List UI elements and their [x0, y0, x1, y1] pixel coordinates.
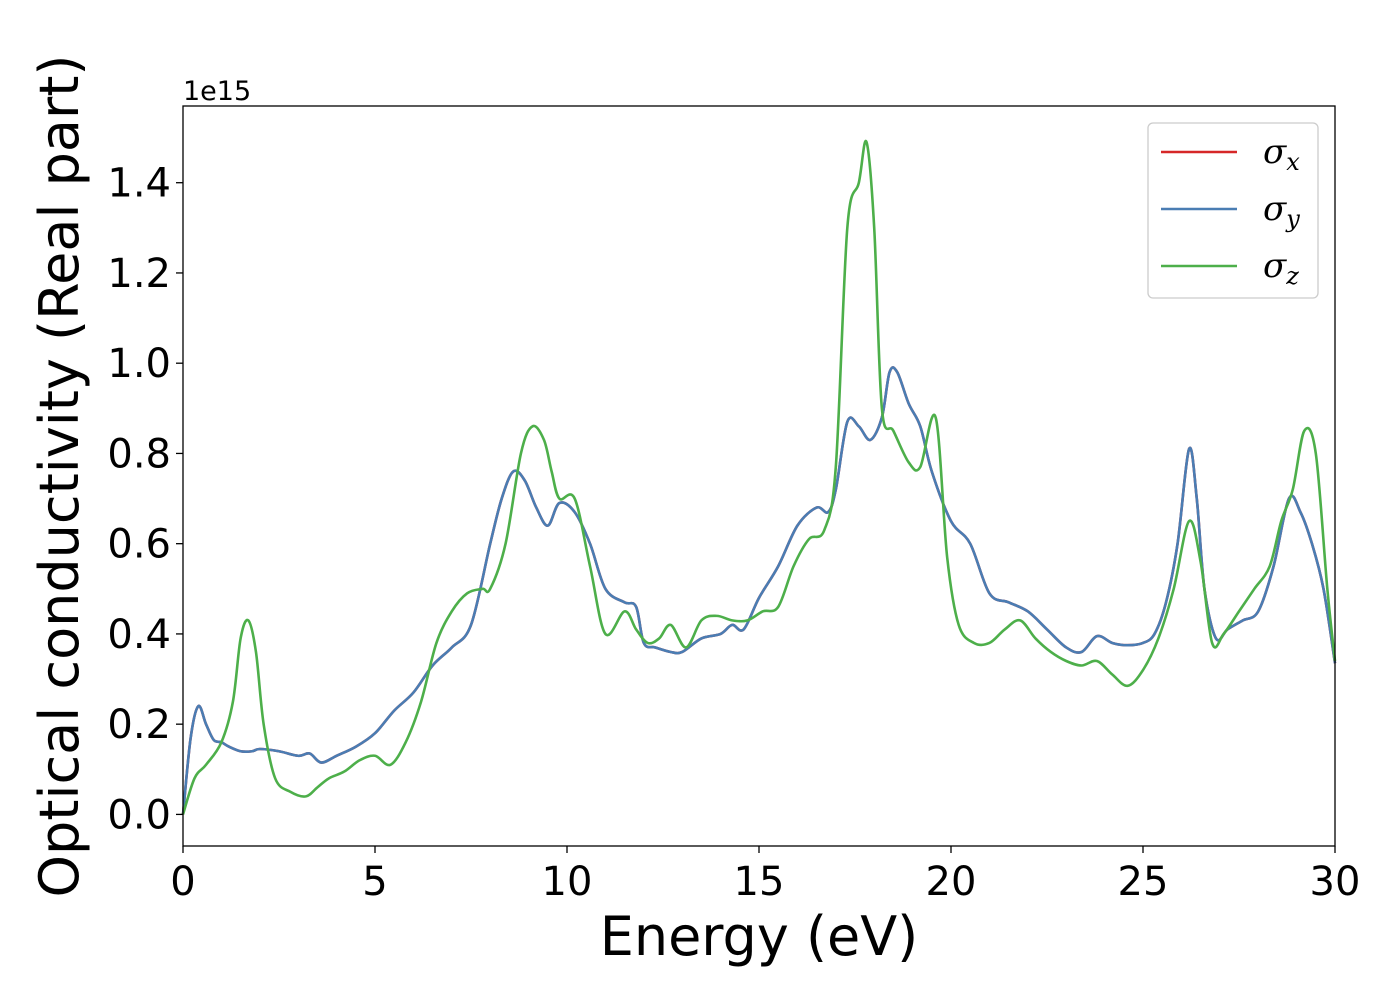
legend-label-y: σy [1263, 189, 1300, 233]
y-axis-title: Optical conductivity (Real part) [28, 55, 91, 898]
x-tick-label: 30 [1310, 859, 1361, 905]
y-tick-label: 0.2 [107, 702, 171, 748]
legend-label-x: σx [1263, 132, 1300, 176]
y-tick-label: 0.0 [107, 792, 171, 838]
y-axis-ticks: 0.0 0.2 0.4 0.6 0.8 1.0 1.2 1.4 [107, 161, 183, 838]
legend-items: σx σy σz [1161, 132, 1300, 290]
x-axis-ticks: 0 5 10 15 20 25 30 [170, 846, 1360, 905]
y-tick-label: 1.4 [107, 161, 171, 207]
x-tick-label: 15 [734, 859, 785, 905]
x-tick-label: 5 [362, 859, 387, 905]
y-tick-label: 1.0 [107, 341, 171, 387]
x-tick-label: 10 [542, 859, 593, 905]
series-line-y [181, 366, 1337, 815]
legend-label-z: σz [1263, 246, 1299, 290]
legend: σx σy σz [1147, 122, 1319, 299]
x-tick-label: 0 [170, 859, 195, 905]
y-tick-label: 1.2 [107, 251, 171, 297]
x-axis-title: Energy (eV) [600, 905, 919, 968]
series-line-z [181, 139, 1337, 815]
y-tick-label: 0.8 [107, 431, 171, 477]
y-tick-label: 0.4 [107, 612, 171, 658]
legend-box [1147, 122, 1319, 299]
x-tick-label: 25 [1118, 859, 1169, 905]
y-tick-label: 0.6 [107, 522, 171, 568]
y-axis-multiplier: 1e15 [183, 76, 251, 107]
series-layer [181, 139, 1337, 815]
x-tick-label: 20 [926, 859, 977, 905]
